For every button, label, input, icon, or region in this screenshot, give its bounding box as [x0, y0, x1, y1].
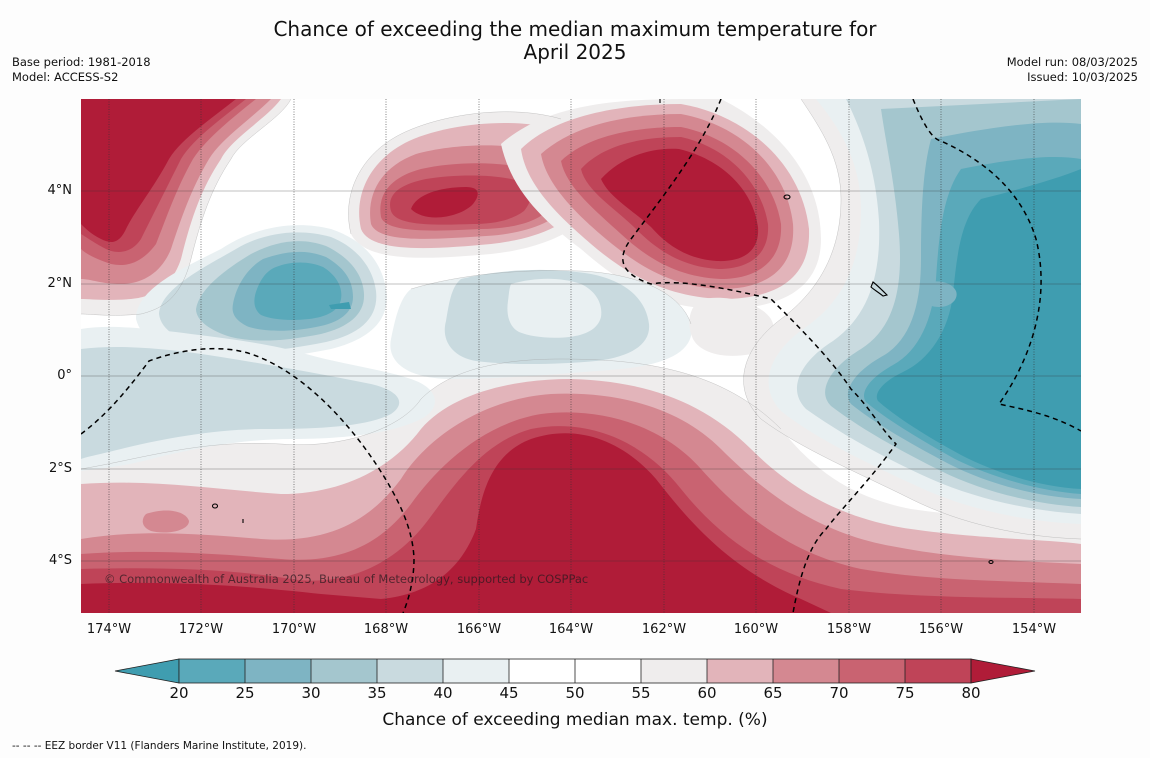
east-cool-anomaly	[743, 99, 1081, 539]
colorbar-tick-65: 65	[763, 684, 783, 702]
colorbar-tick-30: 30	[301, 684, 321, 702]
lon-label-166w: 166°W	[456, 622, 502, 637]
northeast-warm-anomaly	[501, 99, 821, 309]
map-svg	[81, 99, 1081, 613]
lon-label-154w: 154°W	[1011, 622, 1057, 637]
south-warm-anomaly	[81, 359, 1081, 613]
colorbar-tick-50: 50	[565, 684, 585, 702]
eez-footnote: -- -- -- EEZ border V11 (Flanders Marine…	[12, 740, 307, 752]
lat-label-2n: 2°N	[47, 276, 73, 291]
islands	[211, 99, 994, 565]
colorbar-tick-75: 75	[895, 684, 915, 702]
model-name: Model: ACCESS-S2	[12, 70, 119, 84]
colorbar-tick-60: 60	[697, 684, 717, 702]
colorbar-tick-25: 25	[235, 684, 255, 702]
lon-label-158w: 158°W	[826, 622, 872, 637]
graticule	[108, 99, 1035, 613]
colorbar-bin-70-75	[839, 659, 905, 683]
colorbar-bin-55-60	[641, 659, 707, 683]
lon-label-156w: 156°W	[918, 622, 964, 637]
colorbar-dividers	[244, 659, 906, 683]
colorbar-bin-45-50	[509, 659, 575, 683]
colorbar-high-extension	[970, 658, 1036, 684]
copyright-notice: © Commonwealth of Australia 2025, Bureau…	[104, 572, 589, 586]
lat-label-2s: 2°S	[48, 461, 72, 476]
colorbar-bin-75-80	[905, 659, 971, 683]
island-southeast	[988, 559, 994, 565]
colorbar-bin-60-65	[707, 659, 773, 683]
central-cool-anomaly	[390, 269, 775, 379]
lon-label-160w: 160°W	[733, 622, 779, 637]
lon-label-174w: 174°W	[86, 622, 132, 637]
map-title: Chance of exceeding the median maximum t…	[0, 18, 1150, 64]
lon-label-170w: 170°W	[271, 622, 317, 637]
colorbar-tick-20: 20	[169, 684, 189, 702]
colorbar-bin-40-45	[443, 659, 509, 683]
model-run: Model run: 08/03/2025	[1006, 55, 1138, 69]
colorbar	[114, 658, 1036, 684]
west-warm-anomaly	[81, 99, 291, 316]
island-jarvis-west	[211, 503, 219, 509]
island-kiritimati	[870, 281, 889, 297]
lat-label-4s: 4°S	[48, 553, 72, 568]
colorbar-tick-55: 55	[631, 684, 651, 702]
map-title-line-1: Chance of exceeding the median maximum t…	[273, 17, 877, 41]
west-cool-anomaly	[81, 225, 435, 471]
colorbar-tick-35: 35	[367, 684, 387, 702]
lon-label-162w: 162°W	[641, 622, 687, 637]
contour-lines	[81, 99, 1081, 540]
lon-label-168w: 168°W	[363, 622, 409, 637]
colorbar-low-extension	[114, 658, 180, 684]
eez-borders	[81, 99, 1081, 613]
map-title-line-2: April 2025	[523, 40, 627, 64]
colorbar-outline	[178, 658, 972, 684]
lat-label-equator: 0°	[57, 368, 72, 383]
meta-left: Base period: 1981-2018 Model: ACCESS-S2	[12, 55, 151, 85]
colorbar-bin-25-30	[245, 659, 311, 683]
map-panel	[81, 99, 1081, 613]
latitude-lines	[81, 190, 1081, 562]
lat-label-4n: 4°N	[47, 183, 73, 198]
base-period: Base period: 1981-2018	[12, 55, 151, 69]
colorbar-tick-80: 80	[961, 684, 981, 702]
colorbar-title: Chance of exceeding median max. temp. (%…	[382, 710, 768, 730]
colorbar-bin-35-40	[377, 659, 443, 683]
colorbar-tick-40: 40	[433, 684, 453, 702]
lon-label-172w: 172°W	[178, 622, 224, 637]
colorbar-bin-65-70	[773, 659, 839, 683]
island-tabuaeran	[783, 194, 791, 200]
colorbar-bin-30-35	[311, 659, 377, 683]
lon-label-164w: 164°W	[548, 622, 594, 637]
colorbar-bin-20-25	[179, 659, 245, 683]
meta-right: Model run: 08/03/2025 Issued: 10/03/2025	[1007, 55, 1138, 85]
colorbar-tick-70: 70	[829, 684, 849, 702]
colorbar-tick-45: 45	[499, 684, 519, 702]
colorbar-bin-50-55	[575, 659, 641, 683]
issued-date: Issued: 10/03/2025	[1027, 70, 1138, 84]
